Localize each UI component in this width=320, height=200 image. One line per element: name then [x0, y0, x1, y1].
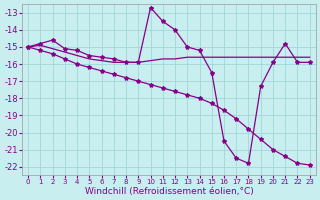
- X-axis label: Windchill (Refroidissement éolien,°C): Windchill (Refroidissement éolien,°C): [84, 187, 253, 196]
